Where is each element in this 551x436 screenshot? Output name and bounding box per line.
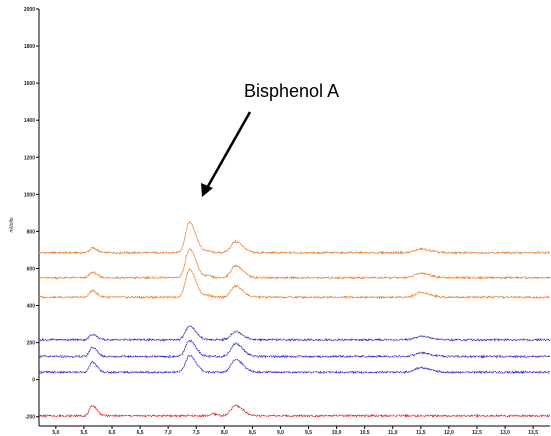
y-tick-label: 200 [27, 341, 36, 347]
y-tick-label: 1400 [24, 118, 35, 124]
x-tick-label: 8,5 [249, 430, 256, 436]
x-tick-label: 7,5 [193, 430, 200, 436]
y-tick-label: 400 [27, 304, 36, 310]
chromatogram-trace [38, 339, 551, 359]
y-tick-label: -200 [25, 415, 35, 421]
y-tick-label: 600 [27, 266, 36, 272]
x-axis-ticks: 5,0 5,5 6,0 6,5 7,0 7,5 8,0 8,5 9,0 9,5 10,0 10,5 11… [52, 426, 538, 436]
annotation-arrow-head [201, 183, 213, 197]
y-tick-label: 2000 [24, 7, 35, 13]
y-axis-ticks: -200 0 200 400 600 800 1000 1200 1400 1600 1800 200… [24, 7, 39, 421]
annotation: Bisphenol A [201, 81, 339, 197]
y-tick-label: 1200 [24, 155, 35, 161]
x-tick-label: 6,0 [109, 430, 116, 436]
chromatogram-traces [38, 221, 551, 418]
annotation-arrow-line [205, 111, 252, 189]
x-tick-label: 12,0 [444, 430, 454, 436]
x-tick-label: 8,0 [221, 430, 228, 436]
chromatogram-trace [38, 248, 551, 280]
y-tick-label: 1000 [24, 192, 35, 198]
x-tick-label: 10,5 [360, 430, 370, 436]
chromatogram-trace [38, 325, 551, 343]
x-tick-label: 5,0 [52, 430, 59, 436]
y-tick-label: 1800 [24, 44, 35, 50]
x-tick-label: 11,0 [388, 430, 398, 436]
y-tick-label: 1600 [24, 81, 35, 87]
x-tick-label: 5,5 [80, 430, 87, 436]
x-tick-label: 13,0 [500, 430, 510, 436]
x-tick-label: 9,5 [305, 430, 312, 436]
annotation-label: Bisphenol A [244, 81, 339, 101]
x-tick-label: 10,0 [332, 430, 342, 436]
x-tick-label: 13,5 [528, 430, 538, 436]
y-tick-label: 0 [32, 378, 35, 384]
chromatogram-trace [38, 404, 551, 418]
y-axis-label: mVolts [9, 217, 15, 233]
x-tick-label: 9,0 [277, 430, 284, 436]
chromatogram-trace [38, 266, 551, 300]
y-tick-label: 800 [27, 229, 36, 235]
x-tick-label: 7,0 [165, 430, 172, 436]
chromatogram-trace [38, 221, 551, 255]
x-tick-label: 11,5 [416, 430, 426, 436]
chromatogram-trace [38, 354, 551, 375]
x-tick-label: 6,5 [137, 430, 144, 436]
x-tick-label: 12,5 [472, 430, 482, 436]
